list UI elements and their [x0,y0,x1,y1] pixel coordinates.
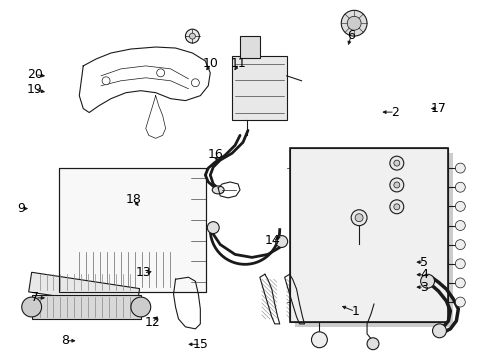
Circle shape [454,221,464,230]
Bar [289,148,447,322]
Circle shape [393,182,399,188]
Circle shape [454,278,464,288]
Circle shape [21,297,41,317]
Text: 4: 4 [419,268,427,281]
Circle shape [454,182,464,192]
Ellipse shape [212,186,224,194]
Circle shape [389,200,403,214]
Text: 18: 18 [126,193,142,206]
Text: 6: 6 [346,29,354,42]
Circle shape [341,10,366,36]
Circle shape [454,240,464,249]
Circle shape [454,259,464,269]
Text: 3: 3 [419,281,427,294]
Circle shape [393,204,399,210]
Text: 16: 16 [207,148,223,162]
Circle shape [102,77,110,85]
Circle shape [454,163,464,173]
Text: 10: 10 [202,57,218,71]
Circle shape [207,222,219,234]
Text: 2: 2 [390,105,398,119]
Text: 19: 19 [27,84,42,96]
Circle shape [454,297,464,307]
Circle shape [454,201,464,211]
Bar [294,153,452,327]
Circle shape [191,79,199,87]
Circle shape [275,235,287,247]
Text: 20: 20 [27,68,43,81]
Circle shape [350,210,366,226]
Circle shape [393,160,399,166]
Bar [60,168,206,292]
Bar [232,56,286,121]
Text: 5: 5 [419,256,427,269]
Text: 15: 15 [192,338,208,351]
Text: 12: 12 [144,316,160,329]
Text: 13: 13 [136,266,151,279]
Text: 17: 17 [430,102,446,115]
Text: 9: 9 [17,202,25,215]
Circle shape [311,332,326,348]
Circle shape [366,338,378,350]
Text: 14: 14 [264,234,280,247]
Bar [29,272,139,308]
Circle shape [346,16,360,30]
Text: 8: 8 [61,334,69,347]
Circle shape [189,33,195,39]
Bar [32,295,141,319]
Text: 1: 1 [350,305,358,318]
Text: 7: 7 [31,291,39,305]
Bar [289,148,447,322]
Circle shape [389,156,403,170]
Text: 11: 11 [230,57,246,71]
Circle shape [389,178,403,192]
Circle shape [185,29,199,43]
Bar [240,36,259,58]
Circle shape [432,324,446,338]
Circle shape [354,214,362,222]
Circle shape [131,297,150,317]
Bar [60,168,206,292]
Circle shape [420,274,434,288]
Circle shape [156,69,164,77]
